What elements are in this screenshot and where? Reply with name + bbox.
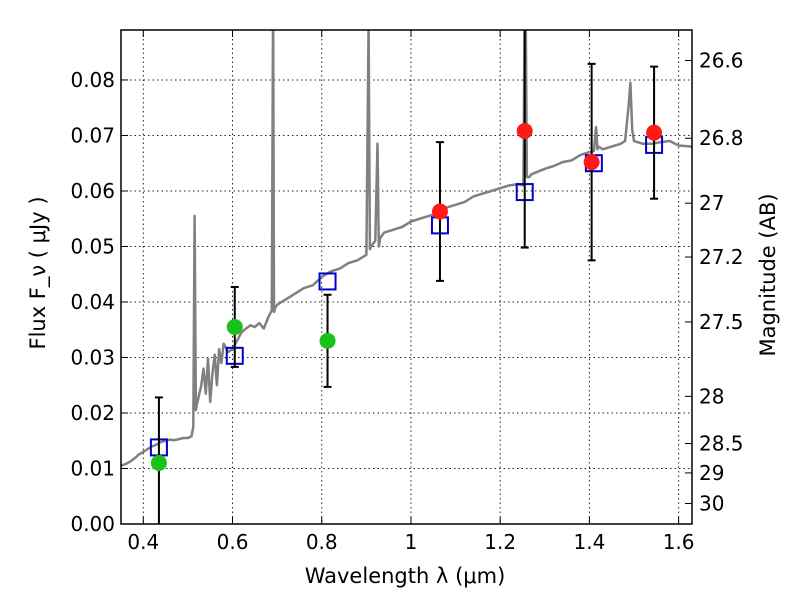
x-tick-label: 0.6 — [217, 530, 249, 554]
data-point — [431, 203, 448, 220]
y-tick-label-right: 27.5 — [699, 310, 744, 334]
data-point — [516, 123, 533, 140]
series-layer — [121, 30, 692, 524]
x-tick-label: 1 — [405, 530, 418, 554]
y-tick-label-right: 30 — [699, 491, 724, 515]
x-tick-label: 0.8 — [306, 530, 338, 554]
grid — [121, 30, 692, 524]
y-tick-label-right: 27 — [699, 191, 724, 215]
y-tick-label-right: 28.5 — [699, 432, 744, 456]
data-point — [319, 332, 336, 349]
data-point — [226, 318, 243, 335]
y-tick-label-right: 27.2 — [699, 245, 744, 269]
x-tick-label: 1.6 — [663, 530, 695, 554]
y-axis-left-title: Flux F_ν ( μJy ) — [26, 196, 51, 349]
y-tick-label-left: 0.05 — [70, 234, 115, 258]
x-tick-label: 1.4 — [573, 530, 605, 554]
x-axis-title: Wavelength λ (μm) — [305, 564, 506, 588]
x-tick-label: 1.2 — [484, 530, 516, 554]
x-tick-label: 0.4 — [127, 530, 159, 554]
plot-frame — [120, 29, 693, 525]
y-tick-label-left: 0.07 — [70, 123, 115, 147]
y-tick-label-left: 0.06 — [70, 179, 115, 203]
model-square-marker — [318, 272, 337, 291]
y-tick-label-right: 26.6 — [699, 49, 744, 73]
data-point — [583, 154, 600, 171]
y-tick-label-left: 0.01 — [70, 456, 115, 480]
axes: 0.4 0.6 0.8 1 1.2 1.4 1.6 0.00 0.01 0.02 0.03 0.04 0… — [70, 30, 744, 554]
y-tick-label-right: 28 — [699, 384, 724, 408]
y-tick-label-right: 26.8 — [699, 126, 744, 150]
y-tick-label-left: 0.00 — [70, 512, 115, 536]
data-point — [150, 454, 167, 471]
y-tick-label-left: 0.08 — [70, 68, 115, 92]
y-tick-label-left: 0.02 — [70, 401, 115, 425]
y-tick-label-right: 29 — [699, 461, 724, 485]
y-axis-right-title: Magnitude (AB) — [756, 193, 780, 356]
spectrum-line — [121, 30, 692, 467]
y-tick-label-left: 0.03 — [70, 345, 115, 369]
data-point — [646, 124, 663, 141]
y-tick-label-left: 0.04 — [70, 290, 115, 314]
